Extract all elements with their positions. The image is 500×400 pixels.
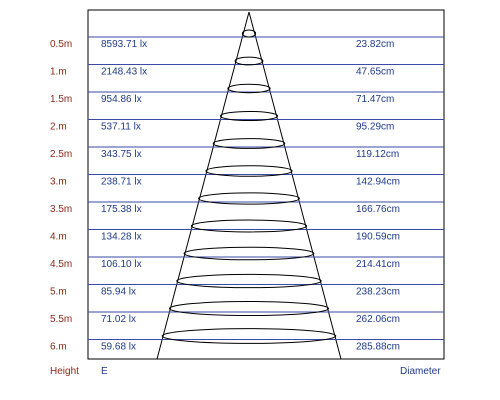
row-illuminance-label: 175.38 lx <box>101 204 142 215</box>
row-height-label: 4.5m <box>50 259 72 270</box>
cone-slice-ellipse <box>205 165 293 177</box>
cone-right-edge <box>248 11 342 360</box>
row-height-label: 1.m <box>50 67 67 78</box>
diagram-frame <box>87 9 445 360</box>
row-diameter-label: 95.29cm <box>356 122 394 133</box>
cone-slice-ellipse <box>212 138 286 149</box>
row-height-label: 4.m <box>50 232 67 243</box>
row-diameter-label: 190.59cm <box>356 232 400 243</box>
row-illuminance-label: 238.71 lx <box>101 177 142 188</box>
cone-slice-ellipse <box>176 273 322 289</box>
row-illuminance-label: 134.28 lx <box>101 232 142 243</box>
row-height-label: 5.5m <box>50 314 72 325</box>
row-diameter-label: 23.82cm <box>356 39 394 50</box>
height-axis-label: Height <box>50 366 79 377</box>
illuminance-axis-label: E <box>101 366 108 377</box>
row-illuminance-label: 59.68 lx <box>101 342 136 353</box>
row-diameter-label: 238.23cm <box>356 287 400 298</box>
row-diameter-label: 166.76cm <box>356 204 400 215</box>
row-illuminance-label: 954.86 lx <box>101 94 142 105</box>
row-illuminance-label: 106.10 lx <box>101 259 142 270</box>
row-height-label: 6.m <box>50 342 67 353</box>
row-illuminance-label: 8593.71 lx <box>101 39 147 50</box>
cone-slice-ellipse <box>183 246 315 261</box>
row-illuminance-label: 2148.43 lx <box>101 67 147 78</box>
row-diameter-label: 142.94cm <box>356 177 400 188</box>
row-diameter-label: 262.06cm <box>356 314 400 325</box>
row-height-label: 0.5m <box>50 39 72 50</box>
cone-slice-ellipse <box>198 192 300 205</box>
cone-slice-ellipse <box>219 110 279 122</box>
cone-slice-ellipse <box>161 328 337 344</box>
cone-slice-ellipse <box>190 219 308 233</box>
row-height-label: 1.5m <box>50 94 72 105</box>
cone-slice-ellipse <box>241 29 257 38</box>
row-height-label: 2.5m <box>50 149 72 160</box>
row-diameter-label: 47.65cm <box>356 67 394 78</box>
cone-slice-ellipse <box>234 56 264 66</box>
row-illuminance-label: 343.75 lx <box>101 149 142 160</box>
row-height-label: 5.m <box>50 287 67 298</box>
cone-slice-ellipse <box>227 83 271 94</box>
row-illuminance-label: 71.02 lx <box>101 314 136 325</box>
row-diameter-label: 285.88cm <box>356 342 400 353</box>
cone-slice-ellipse <box>168 301 330 316</box>
row-height-label: 3.5m <box>50 204 72 215</box>
row-diameter-label: 119.12cm <box>356 149 399 160</box>
rows-layer: 0.5m 8593.71 lx 23.82cm 1.m 2148.43 lx 47.65c… <box>50 29 444 353</box>
row-diameter-label: 214.41cm <box>356 259 400 270</box>
row-height-label: 3.m <box>50 177 67 188</box>
row-illuminance-label: 537.11 lx <box>101 122 141 133</box>
row-height-label: 2.m <box>50 122 67 133</box>
row-illuminance-label: 85.94 lx <box>101 287 136 298</box>
row-diameter-label: 71.47cm <box>356 94 394 105</box>
diameter-axis-label: Diameter <box>400 366 441 377</box>
cone-left-edge <box>156 11 250 360</box>
